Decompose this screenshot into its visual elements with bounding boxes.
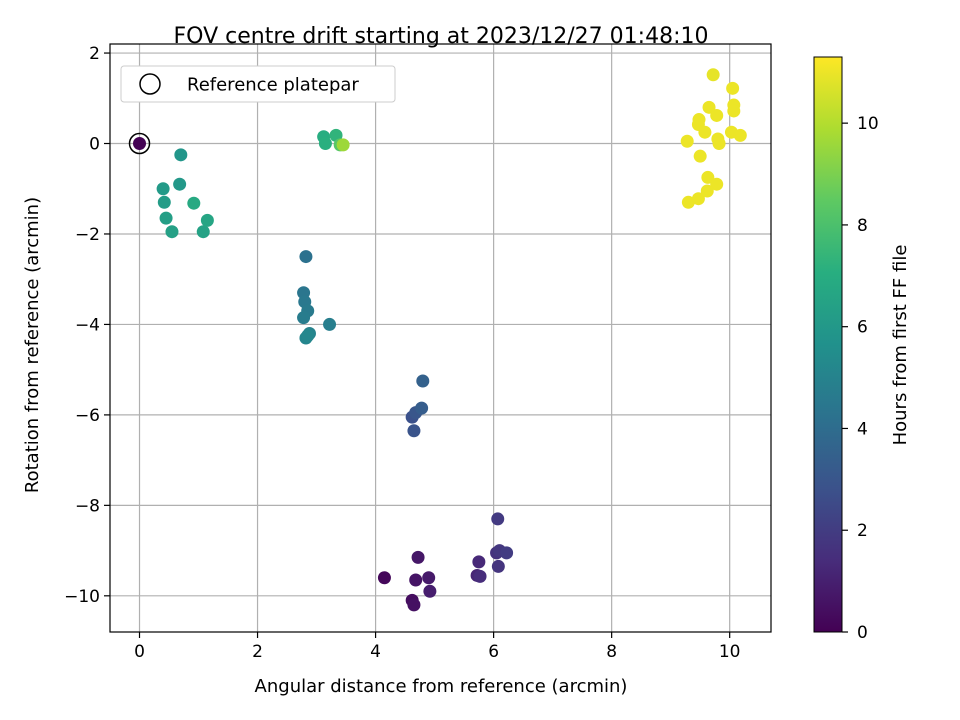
data-point	[706, 68, 720, 82]
data-point	[700, 184, 714, 198]
data-point	[701, 170, 715, 184]
data-point	[377, 571, 391, 585]
data-point	[301, 329, 315, 343]
x-tick-label: 6	[488, 642, 499, 662]
data-point	[422, 571, 436, 585]
colorbar-tick-label: 10	[857, 114, 879, 134]
data-point	[491, 559, 505, 573]
data-point	[726, 81, 740, 95]
data-point	[187, 196, 201, 210]
data-point	[500, 546, 514, 560]
data-point	[409, 573, 423, 587]
reference-platepar-point	[128, 132, 151, 155]
data-point	[712, 137, 726, 151]
data-point	[710, 108, 724, 122]
x-tick-label: 10	[719, 642, 741, 662]
x-tick-label: 2	[252, 642, 263, 662]
x-axis-ticks: 0 2 4 6 8 10	[134, 632, 741, 662]
colorbar-tick-label: 6	[857, 318, 868, 338]
data-point	[407, 424, 421, 438]
grid-lines	[110, 44, 771, 632]
data-point	[323, 317, 337, 331]
data-point	[159, 211, 173, 225]
x-tick-label: 4	[370, 642, 381, 662]
data-point	[691, 192, 705, 206]
data-point	[336, 138, 350, 152]
data-point	[165, 225, 179, 239]
data-point	[196, 225, 210, 239]
data-point	[727, 104, 741, 118]
data-point	[415, 401, 429, 415]
colorbar-tick-label: 4	[857, 419, 868, 439]
data-point	[318, 137, 332, 151]
chart-title: FOV centre drift starting at 2023/12/27 …	[174, 24, 709, 49]
data-point	[472, 555, 486, 569]
data-point	[411, 550, 425, 564]
data-point	[473, 569, 487, 583]
data-point	[733, 128, 747, 142]
legend: Reference platepar	[120, 65, 396, 103]
colorbar-label: Hours from first FF file	[890, 245, 911, 446]
data-point	[681, 195, 695, 209]
plot-frame	[109, 43, 772, 633]
y-axis-label: Rotation from reference (arcmin)	[22, 197, 43, 493]
y-tick-label: 0	[89, 135, 100, 155]
data-point	[200, 213, 214, 227]
data-point	[692, 113, 706, 127]
x-tick-label: 0	[134, 642, 145, 662]
x-axis-label: Angular distance from reference (arcmin)	[255, 676, 628, 697]
colorbar-ticks: 0 2 4 6 8 10	[842, 114, 879, 643]
data-point	[416, 374, 430, 388]
colorbar-tick-label: 0	[857, 623, 868, 643]
data-point	[680, 134, 694, 148]
colorbar-tick-label: 2	[857, 521, 868, 541]
data-point	[710, 177, 724, 191]
colorbar-tick-label: 8	[857, 216, 868, 236]
data-point	[299, 250, 313, 264]
data-point	[156, 182, 170, 196]
legend-marker-icon	[139, 73, 161, 95]
colorbar-gradient	[813, 56, 843, 633]
legend-entry-reference: Reference platepar	[187, 75, 359, 96]
y-tick-label: −10	[64, 587, 100, 607]
data-point	[693, 149, 707, 163]
y-tick-label: −6	[75, 406, 100, 426]
data-point	[702, 100, 716, 114]
data-point	[423, 584, 437, 598]
y-axis-ticks: 2 0 −2 −4 −6 −8 −10	[64, 44, 110, 607]
data-point	[157, 195, 171, 209]
y-tick-label: −8	[75, 496, 100, 516]
data-points	[133, 68, 747, 612]
y-tick-label: 2	[89, 44, 100, 64]
x-tick-label: 8	[606, 642, 617, 662]
y-tick-label: −4	[75, 315, 100, 335]
legend-box	[120, 65, 396, 103]
reference-platepar-marker	[128, 132, 151, 155]
data-point	[698, 125, 712, 139]
data-point	[174, 148, 188, 162]
data-point	[173, 177, 187, 191]
data-point	[491, 512, 505, 526]
data-point	[407, 598, 421, 612]
data-point	[297, 311, 311, 325]
y-tick-label: −2	[75, 225, 100, 245]
colorbar: 0 2 4 6 8 10 Hours from first FF file	[813, 56, 911, 643]
data-point	[133, 137, 147, 151]
